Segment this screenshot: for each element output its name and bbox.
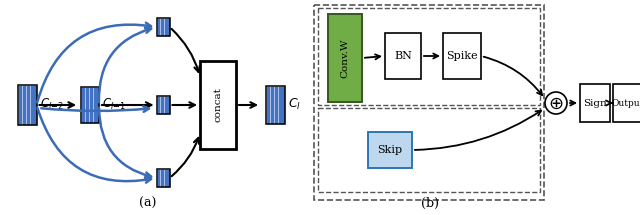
Bar (29, 85, 36, 125)
Bar (278, 86, 285, 124)
Text: $C_{l\mathbf{-}1}$: $C_{l\mathbf{-}1}$ (102, 97, 126, 112)
Bar (613, 84, 640, 122)
Text: Spike: Spike (446, 51, 478, 61)
Text: $C_l$: $C_l$ (288, 97, 301, 112)
Bar (163, 96, 170, 114)
Circle shape (545, 92, 567, 114)
Text: Output: Output (612, 98, 640, 108)
Bar (93, 87, 99, 123)
Bar (22, 85, 29, 125)
Text: (b): (b) (421, 197, 439, 209)
Bar (273, 86, 280, 124)
Bar (266, 86, 273, 124)
Bar (318, 108, 540, 192)
Bar (163, 169, 170, 187)
Text: Sign: Sign (583, 98, 607, 108)
Text: BN: BN (394, 51, 412, 61)
Bar (160, 96, 166, 114)
Text: Skip: Skip (378, 145, 403, 155)
Bar (157, 96, 170, 114)
Bar (163, 18, 170, 36)
Bar (266, 86, 285, 124)
Bar (157, 169, 163, 187)
Bar (443, 33, 481, 79)
Text: $\oplus$: $\oplus$ (548, 95, 564, 112)
Bar (17, 85, 36, 125)
Bar (200, 61, 236, 149)
Bar (81, 87, 99, 123)
Bar (17, 85, 24, 125)
Bar (157, 18, 170, 36)
Bar (368, 132, 412, 168)
Bar (157, 96, 163, 114)
Bar (160, 18, 166, 36)
Bar (157, 18, 163, 36)
Bar (160, 169, 166, 187)
Bar (85, 87, 91, 123)
Bar (157, 169, 170, 187)
Bar (314, 5, 544, 200)
Bar (89, 87, 95, 123)
Text: (a): (a) (140, 197, 157, 209)
Text: Conv.W: Conv.W (340, 38, 349, 78)
Bar (328, 14, 362, 102)
Bar (580, 84, 610, 122)
Bar (26, 85, 33, 125)
Text: $C_{l\mathbf{-}2}$: $C_{l\mathbf{-}2}$ (40, 97, 64, 112)
Bar (318, 8, 540, 105)
Bar (385, 33, 421, 79)
Bar (269, 86, 276, 124)
Text: concat: concat (214, 88, 223, 122)
Bar (81, 87, 87, 123)
